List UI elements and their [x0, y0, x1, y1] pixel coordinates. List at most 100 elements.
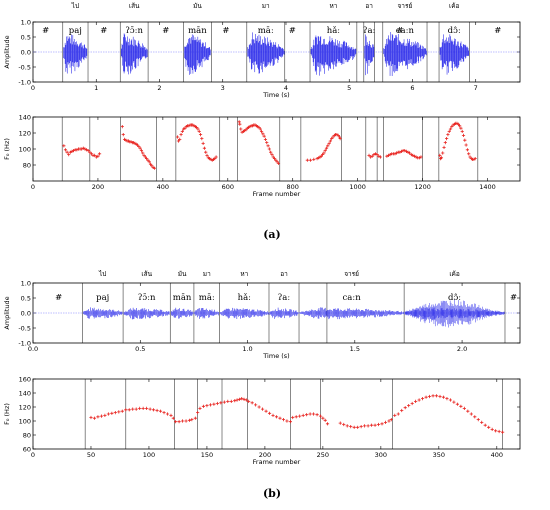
f0-point: [315, 413, 319, 417]
x-tick-label: 250: [317, 451, 329, 459]
x-tick-label: 1.5: [350, 345, 360, 353]
f0-point: [271, 413, 275, 417]
y-tick-label: 0.0: [21, 48, 31, 56]
f0-point: [178, 137, 182, 141]
f0-point: [134, 407, 138, 411]
f0-point: [373, 423, 377, 427]
f0-point: [388, 153, 392, 157]
y-tick-label: 140: [19, 113, 31, 121]
f0-point: [267, 147, 271, 151]
f0-point: [439, 156, 444, 160]
f0-point: [131, 407, 135, 411]
x-tick-label: 600: [222, 183, 234, 191]
f0-point: [285, 419, 289, 423]
x-axis-label: Time (s): [262, 352, 289, 360]
word-waveform: [171, 307, 194, 319]
f0-point: [393, 413, 397, 417]
f0-point: [298, 414, 302, 418]
f0-point: [264, 409, 268, 413]
f0-point: [305, 158, 309, 162]
f0-point: [124, 408, 128, 412]
panel-a: 0 1 2 3 4 5 6 7 -1.0 -0.5 0.0 0.5 1.0 Time (s) Amplitu…: [3, 2, 521, 241]
x-tick-label: 50: [87, 451, 95, 459]
x-tick-label: 0: [31, 183, 35, 191]
f0-point: [412, 154, 417, 158]
word-ipa-label: caːn: [396, 26, 415, 36]
word-thai-label: มัน: [178, 270, 187, 278]
f0-point: [458, 124, 462, 128]
f0-point: [463, 138, 467, 142]
f0-point: [68, 150, 72, 154]
waveform-trace: [194, 307, 219, 319]
f0-point: [441, 151, 445, 155]
f0-point: [281, 418, 286, 422]
f0-point: [441, 395, 446, 399]
f0-point: [305, 413, 309, 417]
word-ipa-label: dɔ̂ː: [448, 292, 461, 303]
f0-point: [190, 418, 194, 422]
pause-marker: #: [42, 26, 49, 36]
x-axis-label: Frame number: [253, 190, 301, 198]
x-tick-label: 0: [31, 451, 35, 459]
f0-point: [308, 158, 313, 162]
f0-point: [174, 420, 178, 424]
f0-point: [278, 416, 282, 420]
f0-point: [219, 401, 223, 405]
y-tick-label: 1.0: [21, 279, 31, 287]
y-tick-label: 80: [23, 431, 31, 439]
f0-point: [410, 401, 414, 406]
word-thai-label: จารย์: [344, 270, 359, 278]
x-tick-label: 400: [491, 451, 503, 459]
f0-point: [480, 420, 484, 424]
x-tick-label: 2.0: [457, 345, 467, 353]
f0-point: [465, 148, 470, 152]
f0-point: [409, 153, 413, 157]
f0-point: [452, 400, 456, 404]
word-thai-label: ไป: [98, 270, 106, 278]
f0-point: [196, 127, 200, 131]
pause-marker: #: [510, 293, 517, 303]
x-tick-label: 2: [157, 84, 161, 92]
f0-point: [148, 407, 152, 411]
f0-point: [459, 126, 463, 130]
y-axis-label: F₀ (Hz): [3, 403, 11, 425]
f0-point: [196, 411, 200, 415]
y-tick-label: 120: [19, 129, 31, 137]
f0-point: [84, 148, 89, 152]
word-waveform: [184, 34, 211, 75]
f0-point: [445, 397, 449, 401]
caption-a: (a): [263, 228, 281, 241]
f0-point: [469, 412, 473, 416]
f0-point: [244, 398, 248, 402]
x-tick-label: 1000: [349, 183, 366, 191]
f0-point: [121, 133, 125, 137]
f0-point: [490, 427, 494, 431]
f0-segment: [305, 133, 342, 162]
word-waveform: [247, 32, 285, 74]
x-tick-label: 400: [157, 183, 169, 191]
waveform-trace: [269, 307, 299, 319]
f0-point: [396, 412, 400, 416]
word-thai-label: เค้อ: [449, 2, 460, 10]
word-ipa-label: ʔɔ̄ːn: [138, 293, 156, 303]
f0-point: [247, 399, 251, 403]
y-axis-label: Amplitude: [3, 35, 11, 68]
f0-point: [106, 412, 110, 416]
y-tick-label: 80: [23, 161, 31, 169]
f0-point: [254, 403, 258, 407]
y-tick-label: 140: [19, 389, 31, 397]
f0-point: [266, 144, 270, 148]
f0-point: [421, 397, 425, 401]
f0-point: [483, 423, 487, 427]
f0-segment: [247, 399, 293, 424]
f0-point: [291, 415, 295, 420]
f0-point: [258, 127, 262, 131]
word-thai-label: หา: [329, 2, 337, 10]
f0-point: [222, 400, 226, 404]
f0-point: [80, 147, 84, 151]
f0-point: [312, 412, 316, 416]
f0-point: [200, 137, 204, 141]
word-waveform: [269, 307, 299, 319]
word-ipa-label: hǎː: [238, 292, 251, 303]
y-tick-label: 60: [23, 445, 31, 453]
